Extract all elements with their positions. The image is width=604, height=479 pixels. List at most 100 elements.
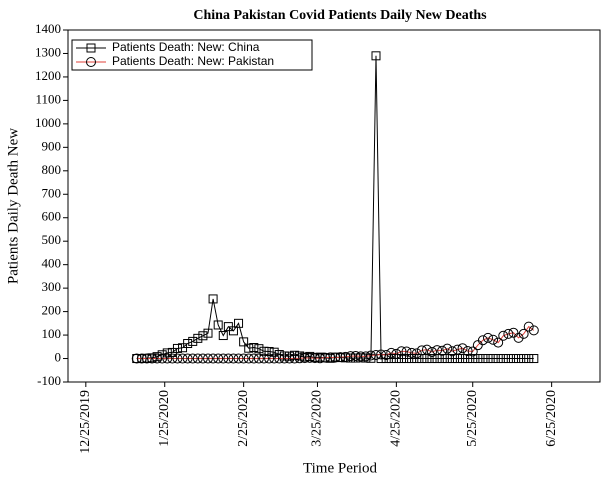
data-point: [416, 345, 427, 356]
data-point: [228, 353, 239, 364]
data-point: [238, 353, 249, 364]
y-tick-label: 1100: [35, 91, 61, 106]
data-point: [427, 346, 437, 357]
data-point: [131, 353, 142, 364]
data-point: [167, 353, 178, 364]
data-point: [508, 354, 518, 364]
data-point: [249, 343, 259, 353]
x-axis-label: Time Period: [303, 460, 378, 476]
data-point: [360, 351, 371, 362]
data-point: [376, 349, 387, 360]
data-point: [294, 353, 305, 364]
data-point: [269, 353, 280, 364]
series-line: [136, 55, 534, 360]
data-point: [147, 353, 157, 364]
data-point: [192, 353, 203, 364]
data-point: [243, 353, 254, 364]
y-tick-label: 500: [42, 232, 62, 247]
data-point: [183, 339, 193, 349]
x-tick-label: 4/25/2020: [389, 390, 404, 447]
data-point: [529, 354, 539, 364]
data-point: [498, 354, 508, 364]
data-point: [483, 354, 493, 364]
data-point: [162, 348, 172, 358]
series-line: [136, 325, 535, 360]
data-point: [345, 351, 356, 362]
data-point: [457, 343, 468, 354]
y-tick-label: 1000: [35, 115, 61, 130]
data-point: [299, 353, 310, 364]
data-point: [187, 353, 198, 364]
data-point: [447, 354, 457, 364]
data-point: [315, 353, 325, 364]
data-point: [442, 343, 453, 354]
data-point: [279, 353, 290, 364]
data-point: [330, 352, 341, 363]
y-tick-label: 1200: [35, 68, 61, 83]
data-point: [350, 350, 361, 361]
data-point: [218, 331, 228, 341]
data-point: [213, 320, 223, 330]
y-tick-label: 600: [42, 209, 62, 224]
x-tick-label: 2/25/2020: [236, 390, 251, 447]
y-axis-label: Patients Daily Death New: [5, 128, 21, 284]
data-point: [335, 352, 346, 363]
data-point: [396, 346, 407, 357]
data-point: [406, 347, 417, 358]
y-tick-label: 800: [42, 162, 62, 177]
data-point: [248, 353, 259, 364]
data-point: [198, 331, 208, 341]
data-point: [309, 353, 320, 364]
plot-frame: [67, 29, 601, 383]
data-point: [498, 330, 509, 341]
data-point: [411, 348, 422, 359]
data-point: [432, 345, 443, 356]
data-point: [518, 328, 529, 339]
data-point: [427, 354, 437, 364]
data-point: [437, 345, 448, 356]
data-point: [371, 51, 381, 61]
data-point: [483, 332, 493, 343]
data-point: [473, 354, 483, 364]
y-tick-label: 900: [42, 138, 62, 153]
data-point: [391, 348, 402, 359]
x-tick-label: 5/25/2020: [465, 390, 480, 447]
data-point: [463, 354, 473, 364]
data-point: [524, 354, 534, 364]
data-point: [458, 354, 468, 364]
data-point: [325, 352, 336, 363]
data-point: [493, 337, 504, 348]
data-point: [488, 334, 499, 345]
data-point: [386, 347, 397, 358]
data-point: [259, 353, 269, 364]
chart-title: China Pakistan Covid Patients Daily New …: [193, 8, 487, 23]
data-point: [172, 353, 183, 364]
data-point: [254, 344, 264, 354]
data-point: [253, 353, 264, 364]
data-point: [412, 354, 422, 364]
data-point: [213, 353, 224, 364]
data-point: [208, 353, 219, 364]
data-point: [264, 346, 274, 356]
data-point: [141, 353, 152, 364]
data-point: [528, 325, 539, 336]
data-point: [289, 353, 300, 364]
y-tick-label: 700: [42, 185, 62, 200]
y-tick-label: 200: [42, 303, 62, 318]
data-point: [162, 353, 173, 364]
data-point: [523, 321, 534, 332]
data-point: [223, 353, 234, 364]
data-point: [391, 354, 401, 364]
data-point: [259, 346, 269, 356]
data-point: [203, 328, 213, 338]
data-point: [421, 344, 432, 355]
data-point: [478, 354, 488, 364]
data-point: [452, 344, 463, 355]
data-point: [244, 343, 254, 353]
y-tick-label: 400: [42, 256, 62, 271]
y-tick-label: 300: [42, 279, 62, 294]
data-point: [269, 347, 279, 357]
data-point: [467, 346, 478, 357]
data-point: [508, 327, 519, 338]
